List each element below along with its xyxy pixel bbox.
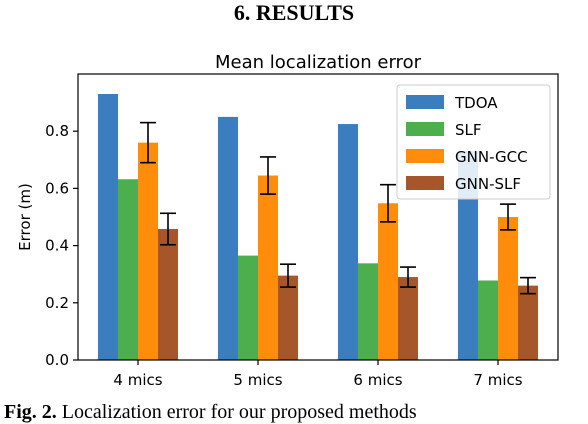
error-bar-gnn-gcc-5-mics bbox=[260, 156, 276, 195]
caption-label: Fig. 2. bbox=[4, 401, 57, 423]
figure-caption: Fig. 2. Localization error for our propo… bbox=[4, 400, 588, 424]
error-bar-gnn-gcc-6-mics bbox=[380, 183, 396, 223]
bar-slf-5-mics bbox=[238, 255, 258, 360]
bars-layer bbox=[98, 94, 538, 361]
legend-label-gnn-slf: GNN-SLF bbox=[455, 175, 521, 193]
bar-slf-6-mics bbox=[358, 263, 378, 360]
chart-title: Mean localization error bbox=[215, 52, 422, 73]
y-tick-label: 0.4 bbox=[45, 237, 69, 255]
bar-gnn-slf-5-mics bbox=[278, 275, 298, 360]
legend-swatch-gnn-gcc bbox=[406, 149, 444, 163]
bar-slf-7-mics bbox=[478, 280, 498, 360]
x-tick-label-5-mics: 5 mics bbox=[233, 371, 282, 389]
x-tick-label-6-mics: 6 mics bbox=[353, 371, 402, 389]
bar-slf-4-mics bbox=[118, 179, 138, 360]
y-tick-label: 0.6 bbox=[45, 179, 69, 197]
section-heading: 6. RESULTS bbox=[233, 0, 355, 25]
chart: Mean localization error 0.00.20.40.60.8 … bbox=[16, 52, 559, 389]
y-tick-label: 0.0 bbox=[45, 351, 69, 369]
legend-label-slf: SLF bbox=[455, 121, 482, 139]
bar-tdoa-6-mics bbox=[338, 124, 358, 360]
legend-label-tdoa: TDOA bbox=[454, 94, 498, 112]
error-bar-gnn-slf-7-mics bbox=[520, 276, 536, 295]
bar-gnn-slf-7-mics bbox=[518, 285, 538, 360]
legend-label-gnn-gcc: GNN-GCC bbox=[455, 148, 528, 166]
bar-gnn-gcc-6-mics bbox=[378, 203, 398, 360]
error-bars-layer bbox=[140, 121, 536, 295]
legend-swatch-slf bbox=[406, 122, 444, 136]
bar-gnn-gcc-7-mics bbox=[498, 217, 518, 360]
legend: TDOA SLF GNN-GCC GNN-SLF bbox=[396, 84, 551, 200]
x-tick-label-4-mics: 4 mics bbox=[113, 371, 162, 389]
error-bar-gnn-slf-5-mics bbox=[280, 263, 296, 288]
bar-tdoa-7-mics bbox=[458, 151, 478, 360]
y-axis-label: Error (m) bbox=[16, 183, 34, 251]
y-tick-label: 0.2 bbox=[45, 294, 69, 312]
error-bar-gnn-slf-6-mics bbox=[400, 266, 416, 288]
legend-swatch-tdoa bbox=[406, 95, 444, 109]
bar-tdoa-4-mics bbox=[98, 94, 118, 361]
y-tick-label: 0.8 bbox=[45, 122, 69, 140]
caption-text: Localization error for our proposed meth… bbox=[61, 401, 417, 423]
x-axis: 4 mics 5 mics 6 mics 7 mics bbox=[113, 360, 523, 389]
bar-gnn-gcc-4-mics bbox=[138, 142, 158, 360]
bar-tdoa-5-mics bbox=[218, 116, 238, 361]
error-bar-gnn-gcc-7-mics bbox=[500, 203, 516, 231]
plot-frame bbox=[77, 73, 559, 361]
y-axis: 0.0 0.2 0.4 0.6 0.8 bbox=[45, 122, 78, 369]
error-bar-gnn-gcc-4-mics bbox=[140, 121, 156, 164]
legend-frame bbox=[396, 84, 551, 200]
bar-gnn-slf-4-mics bbox=[158, 229, 178, 360]
error-bar-gnn-slf-4-mics bbox=[160, 212, 176, 246]
x-tick-label-7-mics: 7 mics bbox=[473, 371, 522, 389]
bar-gnn-gcc-5-mics bbox=[258, 175, 278, 360]
bar-gnn-slf-6-mics bbox=[398, 277, 418, 360]
legend-swatch-gnn-slf bbox=[406, 176, 444, 190]
